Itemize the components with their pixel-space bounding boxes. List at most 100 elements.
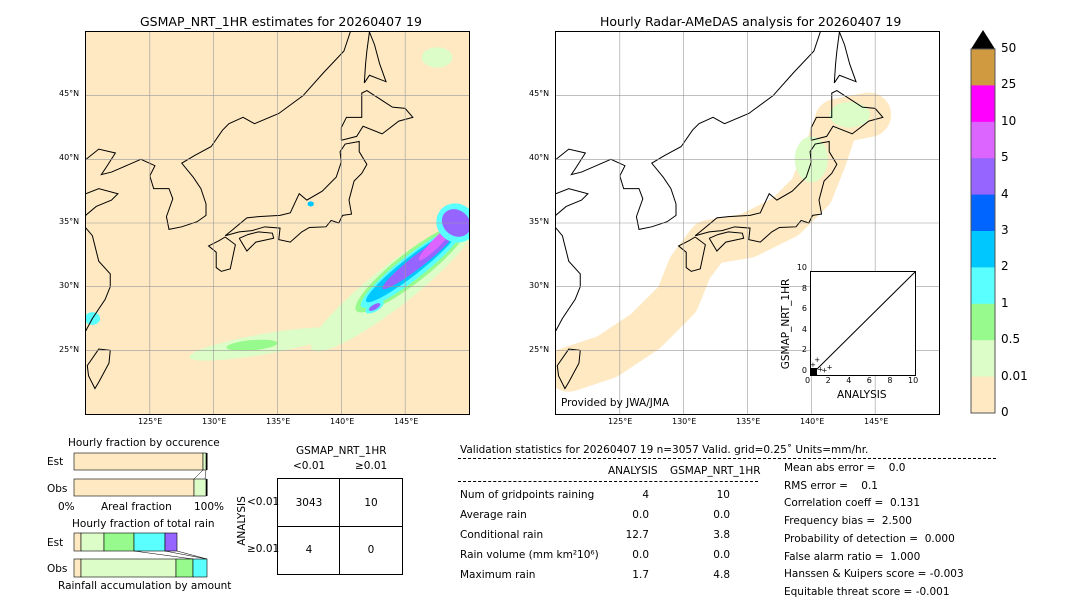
coastline-honshu [225,142,367,243]
lon-tick-label: 130°E [672,417,697,426]
occ-obs-bar-heavy [206,479,208,496]
coastline-sakhalin [834,32,856,83]
lat-tick-label: 25°N [59,345,80,354]
colorbar-tick-label: 10 [1001,113,1017,128]
coastline-kyushu [679,237,706,271]
stats-header: Validation statistics for 20260407 19 n=… [460,444,869,456]
stats-row-analysis: 4 [642,489,649,501]
stats-score: Probability of detection = 0.000 [784,532,955,545]
contingency-col-1: ≥0.01 [355,460,388,472]
colorbar-extend-arrow [971,30,995,49]
colorbar-segment [971,158,995,196]
scatter-point: + [821,366,827,374]
rain-area [368,303,381,311]
colorbar-tick-label: 3 [1001,223,1009,237]
stats-score: Correlation coeff = 0.131 [784,497,920,510]
lon-tick-label: 125°E [138,417,163,426]
stats-row-label: Average rain [460,509,527,521]
contingency-col-0: <0.01 [293,460,326,472]
colorbar-segment [971,85,995,123]
rain-est-seg [80,532,105,552]
stats-score: Mean abs error = 0.0 [784,462,906,474]
rain-area [421,47,453,68]
colorbar-segment [971,231,995,268]
colorbar-tick-label: 4 [1001,186,1009,201]
lat-tick-label: 40°N [59,153,80,162]
colorbar-segment [971,376,995,414]
coastline-hokkaido [341,91,412,141]
coastline-kyushu [209,237,236,271]
lon-tick-label: 135°E [736,417,761,426]
left-map-title: GSMAP_NRT_1HR estimates for 20260407 19 [140,14,422,29]
stats-row-label: Maximum rain [460,569,536,581]
lat-tick-label: 40°N [529,153,550,162]
stats-score: Frequency bias = 2.500 [784,515,912,528]
stats-row-analysis: 1.7 [632,569,649,581]
scatter-x-tick: 0 [805,376,811,385]
cell-miss: 4 [305,544,313,556]
rain-obs-seg [192,558,208,578]
scatter-y-tick: 10 [796,263,807,272]
scatter-y-tick: 6 [801,304,807,314]
coastline-china [86,189,118,393]
colorbar-tick-label: 5 [1001,150,1009,165]
lat-tick-label: 35°N [59,217,80,226]
rain-obs-seg [80,558,177,578]
contingency-row-1: ≥0.01 [247,543,280,555]
coastline-china [556,189,588,393]
scatter-point: + [817,365,823,373]
lon-tick-label: 145°E [394,417,419,426]
colorbar-tick-label: 1 [1001,295,1009,310]
stats-row-gsmap: 3.8 [713,529,730,541]
stats-row-analysis: 12.7 [625,529,649,541]
scatter-x-tick: 2 [825,376,831,385]
one-to-one-line [811,272,915,375]
cell-hit-none: 3043 [295,497,323,509]
lat-tick-label: 45°N [529,89,550,98]
data-credit: Provided by JWA/JMA [561,397,670,409]
colorbar-tick-label: 0.01 [1001,368,1028,383]
rain-area [829,102,871,128]
scatter-x-tick: 4 [846,376,852,385]
colorbar [970,30,996,414]
lat-tick-label: 30°N [529,281,550,290]
rain-fraction-bars [73,532,208,578]
lon-tick-label: 140°E [800,417,825,426]
stats-row-gsmap: 10 [716,489,730,501]
stats-row-analysis: 0.0 [632,549,649,561]
occ-est-bar-light [202,452,207,471]
cell-false-alarm: 10 [364,497,378,509]
lon-tick-label: 130°E [202,417,227,426]
occurrence-bars [73,452,208,497]
rain-fraction-title: Hourly fraction of total rain [72,518,215,530]
colorbar-segment [971,194,995,232]
occurrence-title: Hourly fraction by occurence [68,437,220,449]
scatter-x-tick: 6 [866,376,872,385]
coastline-korea [556,32,820,229]
colorbar-segment [971,267,995,305]
colorbar-tick-label: 50 [1001,41,1017,55]
occ-obs-bar-light [193,478,207,497]
coastline-honshu [695,142,837,243]
occ-est-label: Est [47,456,64,468]
stats-row-gsmap: 4.8 [713,569,730,581]
colorbar-segment [971,340,995,378]
coastline-taiwan [87,349,110,388]
scatter-x-tick: 8 [887,376,893,385]
occ-tick-0: 0% [58,501,75,513]
colorbar-tick-label: 0 [1001,405,1009,419]
colorbar-tick-label: 2 [1001,259,1009,274]
scatter-point: + [827,363,833,371]
scatter-point-cluster [811,368,817,375]
lon-tick-label: 140°E [330,417,355,426]
contingency-title: GSMAP_NRT_1HR [296,445,387,457]
lat-tick-label: 35°N [529,217,550,226]
rain-obs-seg [175,558,194,578]
rain-est-seg [73,532,82,552]
occ-xlabel: Areal fraction [101,501,172,513]
coastline-hokkaido [811,91,882,141]
rain-area [226,339,278,351]
rain-area [86,312,101,325]
coastline-taiwan [557,349,580,388]
stats-row-label: Conditional rain [460,529,544,541]
